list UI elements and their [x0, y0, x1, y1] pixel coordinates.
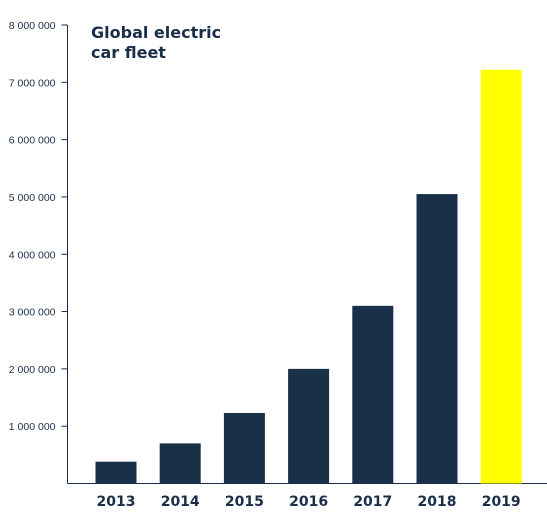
bar-2014: [159, 443, 201, 484]
bar-2013: [95, 461, 137, 484]
x-tick-label-2019: 2019: [482, 494, 521, 510]
bar-2016: [288, 368, 330, 484]
y-tick-label: 5 000 000: [9, 192, 56, 204]
bar-2015: [223, 413, 265, 484]
x-tick-label-2017: 2017: [353, 494, 392, 510]
y-tick-label: 7 000 000: [9, 77, 56, 89]
y-tick-label: 4 000 000: [9, 249, 56, 261]
bar-2017: [352, 305, 394, 484]
bar-2019: [480, 69, 522, 484]
y-tick-label: 8 000 000: [9, 20, 56, 32]
bar-2018: [416, 194, 458, 484]
y-tick-label: 3 000 000: [9, 307, 56, 319]
x-tick-label-2018: 2018: [418, 494, 457, 510]
x-tick-label-2014: 2014: [161, 494, 200, 510]
y-tick-label: 2 000 000: [9, 364, 56, 376]
chart-title-line-1: Global electric: [91, 23, 221, 42]
x-tick-label-2013: 2013: [97, 494, 136, 510]
x-tick-label-2016: 2016: [289, 494, 328, 510]
y-tick-label: 6 000 000: [9, 135, 56, 147]
chart-title-line-2: car fleet: [91, 43, 166, 62]
chart-title: Global electric car fleet: [91, 23, 221, 62]
y-axis-ticks: 1 000 000 2 000 000 3 000 000 4 000 000 5 00…: [9, 20, 68, 433]
y-tick-label: 1 000 000: [9, 421, 56, 433]
x-axis-labels: 2013 2014 2015 2016 2017 2018 2019: [97, 494, 521, 510]
bars: [95, 69, 522, 484]
x-tick-label-2015: 2015: [225, 494, 264, 510]
